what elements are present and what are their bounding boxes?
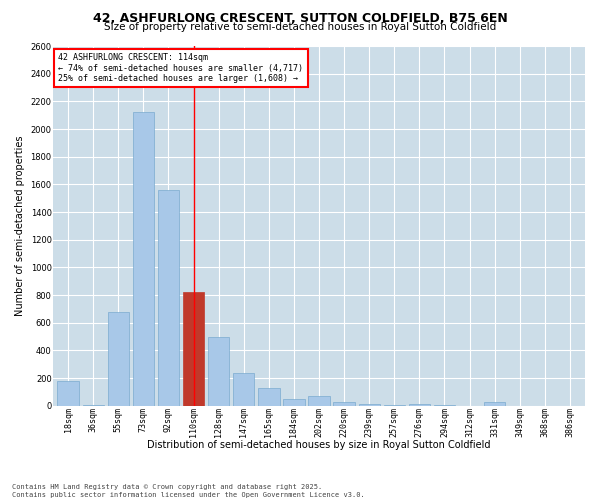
Bar	[409, 404, 430, 406]
Bar	[233, 372, 254, 406]
Bar	[258, 388, 280, 406]
X-axis label: Distribution of semi-detached houses by size in Royal Sutton Coldfield: Distribution of semi-detached houses by …	[147, 440, 491, 450]
Bar	[158, 190, 179, 406]
Bar	[484, 402, 505, 406]
Text: Contains HM Land Registry data © Crown copyright and database right 2025.
Contai: Contains HM Land Registry data © Crown c…	[12, 484, 365, 498]
Text: 42 ASHFURLONG CRESCENT: 114sqm
← 74% of semi-detached houses are smaller (4,717): 42 ASHFURLONG CRESCENT: 114sqm ← 74% of …	[58, 53, 304, 83]
Bar	[334, 402, 355, 406]
Bar	[183, 292, 204, 406]
Bar	[208, 336, 229, 406]
Y-axis label: Number of semi-detached properties: Number of semi-detached properties	[15, 136, 25, 316]
Text: Size of property relative to semi-detached houses in Royal Sutton Coldfield: Size of property relative to semi-detach…	[104, 22, 496, 32]
Bar	[107, 312, 129, 406]
Bar	[383, 405, 405, 406]
Bar	[58, 381, 79, 406]
Bar	[83, 405, 104, 406]
Text: 42, ASHFURLONG CRESCENT, SUTTON COLDFIELD, B75 6EN: 42, ASHFURLONG CRESCENT, SUTTON COLDFIEL…	[92, 12, 508, 26]
Bar	[359, 404, 380, 406]
Bar	[434, 405, 455, 406]
Bar	[308, 396, 329, 406]
Bar	[133, 112, 154, 406]
Bar	[283, 399, 305, 406]
